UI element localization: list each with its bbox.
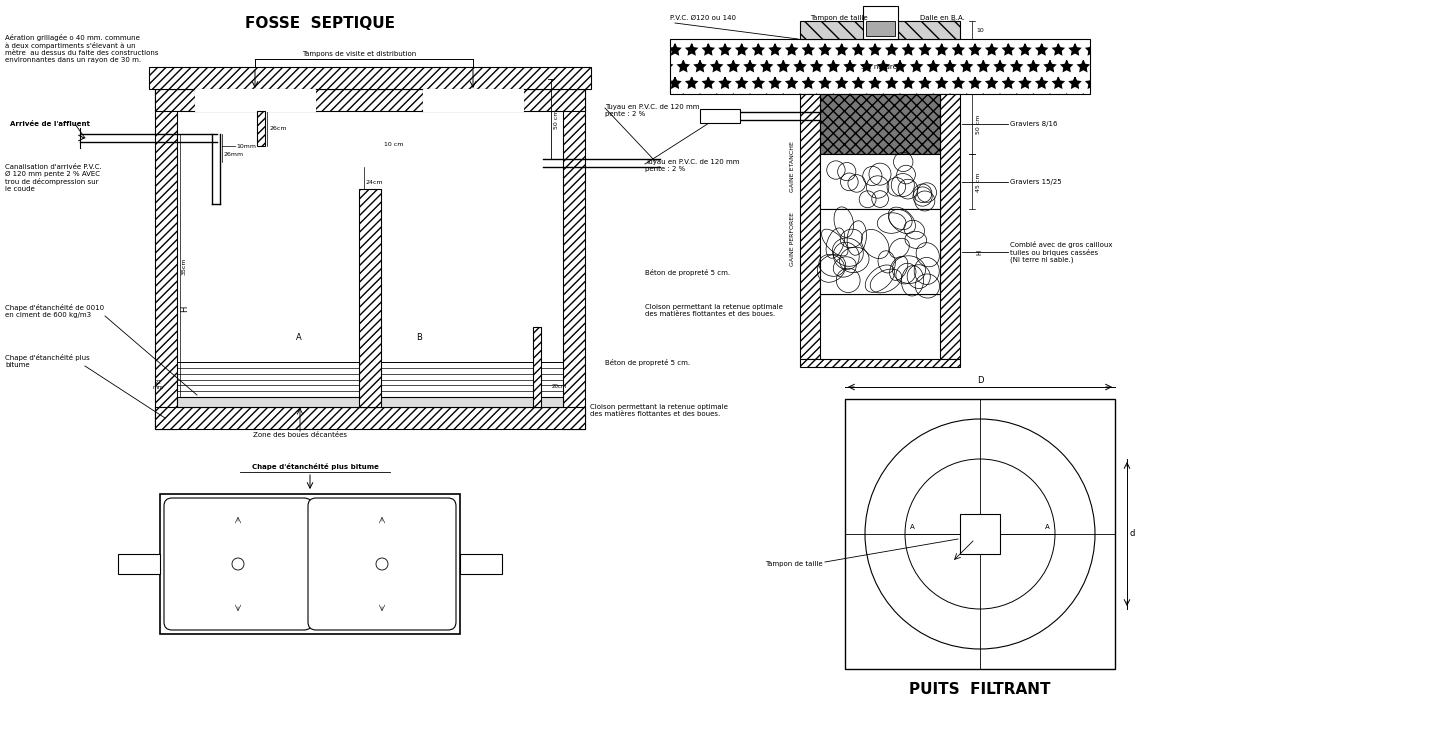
Text: Aération grillagée o 40 mm. commune
à deux compartiments s'élevant à un
mètre  a: Aération grillagée o 40 mm. commune à de… bbox=[4, 34, 158, 63]
Bar bbox=[564, 89, 585, 429]
Text: Dalle en B.A.: Dalle en B.A. bbox=[920, 15, 965, 21]
Text: 26mm: 26mm bbox=[224, 151, 244, 157]
Bar bbox=[800, 359, 961, 367]
Bar bbox=[360, 189, 381, 407]
Text: PUITS  FILTRANT: PUITS FILTRANT bbox=[909, 682, 1051, 697]
Bar bbox=[961, 514, 999, 554]
Text: Tampon de taille: Tampon de taille bbox=[765, 561, 823, 567]
Text: A: A bbox=[296, 333, 302, 342]
Text: d: d bbox=[1130, 530, 1136, 539]
Bar bbox=[820, 209, 940, 294]
Text: Tuyau en P.V.C. de 120 mm
pente : 2 %: Tuyau en P.V.C. de 120 mm pente : 2 % bbox=[605, 104, 699, 117]
Bar bbox=[423, 89, 523, 111]
Bar bbox=[846, 399, 1114, 669]
Text: Arrivée de l'affluent: Arrivée de l'affluent bbox=[10, 121, 91, 127]
Bar bbox=[533, 327, 541, 407]
Text: Chape d'étanchéité plus bitume: Chape d'étanchéité plus bitume bbox=[252, 463, 378, 470]
Bar bbox=[118, 554, 160, 574]
Bar bbox=[820, 94, 940, 154]
Bar bbox=[700, 109, 741, 123]
Text: Comblé avec de gros cailloux
tuiles ou briques cassées
(Ni terre ni sable.): Comblé avec de gros cailloux tuiles ou b… bbox=[1009, 240, 1113, 264]
Bar bbox=[155, 89, 177, 429]
Text: Béton de propreté 5 cm.: Béton de propreté 5 cm. bbox=[646, 269, 731, 276]
Text: 20cm: 20cm bbox=[551, 384, 567, 389]
Bar bbox=[196, 89, 315, 111]
Bar bbox=[155, 407, 585, 429]
Text: Tuyau en P.V.C. de 120 mm
pente : 2 %: Tuyau en P.V.C. de 120 mm pente : 2 % bbox=[646, 159, 739, 172]
Text: Graviers 8/16: Graviers 8/16 bbox=[1009, 121, 1057, 127]
Text: Cloison permettant la retenue optimale
des matières flottantes et des boues.: Cloison permettant la retenue optimale d… bbox=[646, 304, 782, 317]
Text: Chape d'étanchéité de 0010
en ciment de 600 kg/m3: Chape d'étanchéité de 0010 en ciment de … bbox=[4, 304, 104, 318]
Bar bbox=[800, 94, 820, 359]
Bar bbox=[670, 39, 1090, 94]
Text: 45 cm: 45 cm bbox=[976, 172, 981, 192]
Text: Chape d'étanchéité plus
bitume: Chape d'étanchéité plus bitume bbox=[4, 354, 89, 368]
Text: 10mm: 10mm bbox=[236, 144, 256, 148]
Text: P.V.C. Ø120 ou 140: P.V.C. Ø120 ou 140 bbox=[670, 15, 736, 21]
Text: Cloison permettant la retenue optimale
des matières flottantes et des boues.: Cloison permettant la retenue optimale d… bbox=[590, 404, 728, 417]
Text: Béton de propreté 5 cm.: Béton de propreté 5 cm. bbox=[605, 359, 690, 366]
Bar bbox=[820, 154, 940, 209]
Text: H: H bbox=[181, 306, 190, 312]
Text: 26cm: 26cm bbox=[269, 126, 286, 130]
Text: Zone des boues décantées: Zone des boues décantées bbox=[253, 432, 347, 438]
Text: 22
mm: 22 mm bbox=[152, 380, 164, 390]
Text: Sol naturel: Sol naturel bbox=[861, 64, 899, 70]
Text: Graviers 15/25: Graviers 15/25 bbox=[1009, 179, 1061, 185]
Text: GAINE PERFOREE: GAINE PERFOREE bbox=[789, 212, 795, 266]
Text: D: D bbox=[976, 376, 984, 385]
Text: 24cm: 24cm bbox=[367, 180, 384, 184]
Bar bbox=[800, 21, 961, 39]
Text: Tampons de visite et distribution: Tampons de visite et distribution bbox=[302, 51, 416, 57]
Text: 10: 10 bbox=[976, 28, 984, 32]
Text: 50 cm: 50 cm bbox=[976, 115, 981, 133]
Bar bbox=[460, 554, 502, 574]
Text: B: B bbox=[416, 333, 421, 342]
Bar bbox=[177, 397, 564, 407]
Text: FOSSE  SEPTIQUE: FOSSE SEPTIQUE bbox=[244, 16, 395, 31]
Text: 35cm: 35cm bbox=[183, 257, 187, 275]
Text: GAINE ETANCHE: GAINE ETANCHE bbox=[789, 142, 795, 192]
Bar bbox=[863, 6, 897, 39]
Text: A: A bbox=[1045, 524, 1050, 530]
Bar bbox=[940, 94, 961, 359]
Text: 50 cm: 50 cm bbox=[554, 109, 559, 129]
Bar bbox=[257, 111, 265, 146]
Bar bbox=[160, 494, 460, 634]
Bar bbox=[866, 21, 894, 36]
Bar bbox=[155, 89, 585, 111]
Text: H: H bbox=[976, 249, 982, 255]
FancyBboxPatch shape bbox=[164, 498, 312, 630]
Text: Tampon de taille: Tampon de taille bbox=[810, 15, 867, 21]
Text: 10 cm: 10 cm bbox=[384, 142, 404, 148]
FancyBboxPatch shape bbox=[308, 498, 456, 630]
Text: Canalisation d'arrivée P.V.C.
Ø 120 mm pente 2 % AVEC
trou de décompression sur
: Canalisation d'arrivée P.V.C. Ø 120 mm p… bbox=[4, 164, 102, 192]
Bar bbox=[150, 67, 591, 89]
Text: A: A bbox=[910, 524, 915, 530]
